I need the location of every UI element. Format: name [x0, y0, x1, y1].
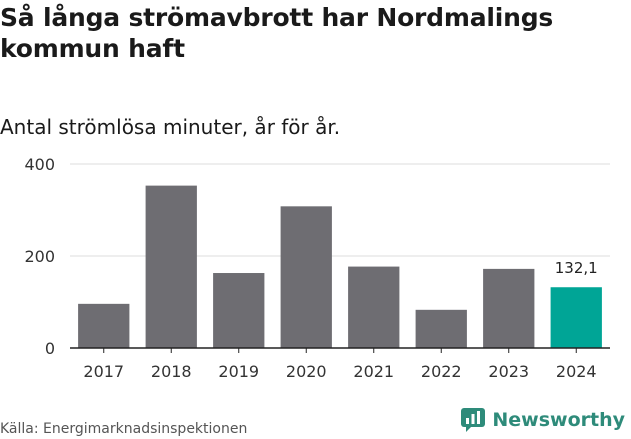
x-tick-label: 2018 [151, 362, 192, 381]
x-tick-label: 2024 [556, 362, 597, 381]
bar [145, 185, 197, 348]
bar [213, 273, 265, 348]
bar [348, 266, 400, 348]
newsworthy-logo-icon [461, 408, 486, 432]
y-tick-label: 400 [24, 155, 55, 174]
chart-subtitle: Antal strömlösa minuter, år för år. [0, 115, 341, 139]
bar [483, 268, 535, 348]
x-tick-label: 2022 [421, 362, 462, 381]
source-note: Källa: Energimarknadsinspektionen [0, 421, 248, 437]
x-tick-label: 2019 [218, 362, 259, 381]
x-tick-label: 2023 [488, 362, 529, 381]
y-tick-label: 0 [45, 339, 55, 358]
x-tick-label: 2017 [83, 362, 124, 381]
bar [78, 303, 130, 348]
y-tick-label: 200 [24, 247, 55, 266]
bar [415, 309, 467, 348]
x-tick-label: 2021 [353, 362, 394, 381]
bar [280, 206, 332, 348]
data-label: 132,1 [555, 259, 598, 277]
chart-title: Så långa strömavbrott har Nordmalings ko… [0, 3, 554, 63]
x-tick-label: 2020 [286, 362, 327, 381]
newsworthy-logo: Newsworthy [460, 407, 625, 433]
brand-name: Newsworthy [492, 409, 625, 431]
bar-highlight [550, 287, 602, 348]
